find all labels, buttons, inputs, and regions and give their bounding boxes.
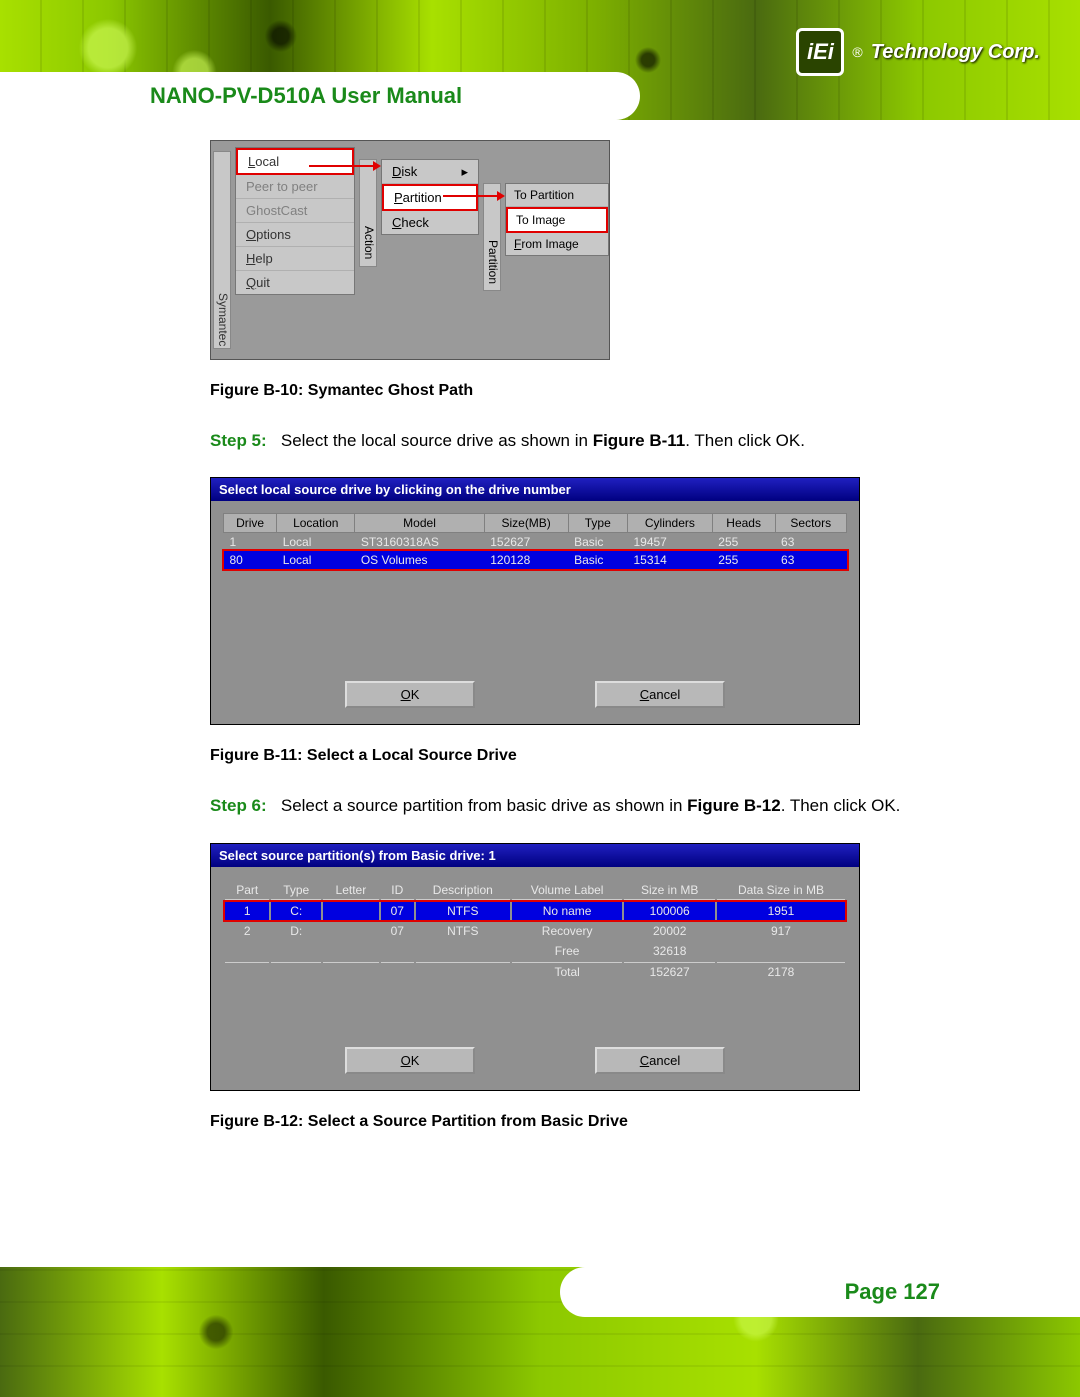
header-title-bar: NANO-PV-D510A User Manual (0, 72, 640, 120)
part-header-row: Part Type Letter ID Description Volume L… (225, 881, 845, 900)
menu-partition[interactable]: Partition (382, 184, 478, 211)
figure-b12-window: Select source partition(s) from Basic dr… (210, 843, 860, 1091)
step-5-text-b: . Then click OK. (685, 431, 805, 450)
win-b11-body: Drive Location Model Size(MB) Type Cylin… (211, 501, 859, 671)
cancel-button-b12[interactable]: Cancel (595, 1047, 725, 1074)
menu-from-image[interactable]: From Image (506, 233, 608, 255)
menu-local-label: ocal (255, 154, 279, 169)
menu-help[interactable]: Help (236, 247, 354, 271)
ok-button[interactable]: OK (345, 681, 475, 708)
menu-to-image[interactable]: To Image (506, 207, 608, 233)
win-b12-body: Part Type Letter ID Description Volume L… (211, 867, 859, 1037)
menu-local[interactable]: Local (236, 148, 354, 175)
menu-quit[interactable]: Quit (236, 271, 354, 294)
th-location: Location (277, 514, 355, 533)
ghost-menu-main: Local Peer to peer GhostCast Options Hel… (235, 147, 355, 295)
step-5: Step 5: Select the local source drive as… (210, 422, 930, 459)
part-row-total: Total 152627 2178 (225, 962, 845, 981)
caption-b11: Figure B-11: Select a Local Source Drive (210, 747, 930, 765)
part-spacer (225, 983, 845, 1023)
win-b11-title: Select local source drive by clicking on… (211, 478, 859, 501)
win-b11-buttons: OK Cancel (211, 671, 859, 724)
logo-registered: ® (852, 44, 862, 60)
content-area: Symantec Local Peer to peer GhostCast Op… (150, 140, 930, 1153)
ghost-tab-symantec: Symantec (213, 151, 231, 349)
step-6-ref: Figure B-12 (687, 796, 781, 815)
header-band: NANO-PV-D510A User Manual iEi ® Technolo… (0, 0, 1080, 120)
th-drive: Drive (224, 514, 277, 533)
drive-spacer (224, 569, 847, 659)
part-row-2[interactable]: 2 D: 07 NTFS Recovery 20002 917 (225, 922, 845, 940)
step-5-ref: Figure B-11 (593, 431, 686, 450)
th-cyl: Cylinders (627, 514, 712, 533)
step-5-text-a: Select the local source drive as shown i… (281, 431, 593, 450)
ok-button-b12[interactable]: OK (345, 1047, 475, 1074)
partition-table: Part Type Letter ID Description Volume L… (223, 879, 847, 1025)
drive-row-2-selected[interactable]: 80 Local OS Volumes 120128 Basic 15314 2… (224, 551, 847, 569)
th-sectors: Sectors (775, 514, 846, 533)
menu-options[interactable]: Options (236, 223, 354, 247)
win-b12-buttons: OK Cancel (211, 1037, 859, 1090)
part-row-1-selected[interactable]: 1 C: 07 NTFS No name 100006 1951 (225, 902, 845, 920)
page-number: Page 127 (845, 1279, 940, 1305)
ghost-menu-partition: To Partition To Image From Image (505, 183, 609, 256)
caption-b12: Figure B-12: Select a Source Partition f… (210, 1113, 930, 1131)
th-model: Model (355, 514, 484, 533)
step-6-text-b: . Then click OK. (781, 796, 901, 815)
logo-text: Technology Corp. (871, 41, 1040, 64)
th-type: Type (568, 514, 627, 533)
ghost-menu-action: Disk Partition Check (381, 159, 479, 235)
caption-b10: Figure B-10: Symantec Ghost Path (210, 382, 930, 400)
menu-ghostcast: GhostCast (236, 199, 354, 223)
footer-band: Page 127 (0, 1267, 1080, 1397)
ghost-tab-action: Action (359, 159, 377, 267)
arrow-1 (309, 165, 375, 167)
logo-mark: iEi (796, 28, 844, 76)
part-row-free: Free 32618 (225, 942, 845, 960)
step-5-label: Step 5: (210, 431, 267, 450)
logo: iEi ® Technology Corp. (796, 28, 1040, 76)
menu-disk[interactable]: Disk (382, 160, 478, 184)
step-6: Step 6: Select a source partition from b… (210, 787, 930, 824)
footer-page-bar: Page 127 (560, 1267, 1080, 1317)
drive-header-row: Drive Location Model Size(MB) Type Cylin… (224, 514, 847, 533)
step-6-label: Step 6: (210, 796, 267, 815)
th-heads: Heads (712, 514, 775, 533)
win-b12-title: Select source partition(s) from Basic dr… (211, 844, 859, 867)
menu-check[interactable]: Check (382, 211, 478, 234)
step-6-text-a: Select a source partition from basic dri… (281, 796, 687, 815)
menu-peer: Peer to peer (236, 175, 354, 199)
drive-row-1[interactable]: 1 Local ST3160318AS 152627 Basic 19457 2… (224, 533, 847, 552)
cancel-button[interactable]: Cancel (595, 681, 725, 708)
th-size: Size(MB) (484, 514, 568, 533)
arrow-2 (443, 195, 499, 197)
figure-b11-window: Select local source drive by clicking on… (210, 477, 860, 725)
menu-to-partition[interactable]: To Partition (506, 184, 608, 207)
page-title: NANO-PV-D510A User Manual (150, 83, 462, 109)
figure-b10: Symantec Local Peer to peer GhostCast Op… (210, 140, 610, 360)
drive-table: Drive Location Model Size(MB) Type Cylin… (223, 513, 847, 659)
